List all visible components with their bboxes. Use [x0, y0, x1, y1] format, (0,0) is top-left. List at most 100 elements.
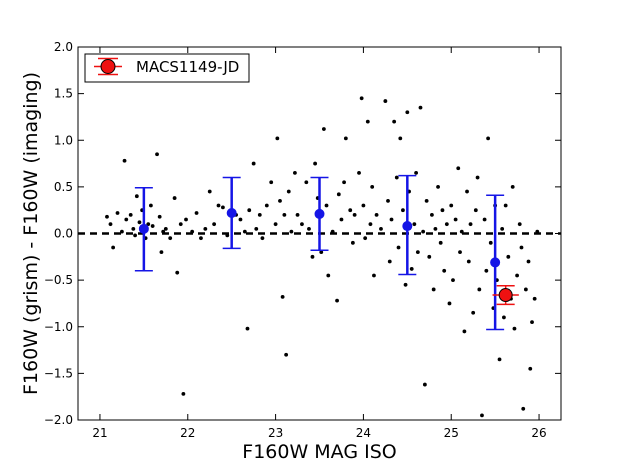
data-point	[433, 226, 438, 231]
data-point	[394, 175, 399, 180]
data-point	[519, 245, 524, 250]
data-point	[418, 105, 423, 110]
y-tick-label: −1.5	[44, 366, 73, 380]
data-point	[456, 166, 461, 171]
data-point	[137, 220, 142, 225]
data-point	[374, 212, 379, 217]
data-point	[216, 203, 221, 208]
data-point	[335, 298, 339, 303]
data-point	[304, 180, 309, 185]
x-tick-label: 22	[180, 426, 195, 440]
data-point	[486, 136, 491, 141]
data-point	[260, 236, 265, 241]
data-point	[477, 287, 482, 292]
data-point	[134, 194, 139, 199]
data-point	[203, 226, 208, 231]
data-point	[273, 222, 278, 227]
data-point	[148, 203, 153, 208]
data-point	[422, 382, 427, 387]
data-point	[526, 259, 531, 264]
data-point	[412, 222, 417, 227]
data-point	[379, 226, 383, 231]
data-point	[512, 326, 517, 331]
data-point	[336, 192, 341, 197]
data-point	[453, 217, 458, 222]
data-point	[194, 211, 199, 215]
legend: MACS1149-JD	[84, 53, 250, 83]
binned-errorbars	[134, 174, 505, 331]
binned-mean-marker	[138, 223, 149, 234]
data-point	[105, 214, 109, 219]
data-point	[403, 282, 408, 287]
data-point	[430, 212, 434, 217]
x-tick-label: 26	[531, 426, 546, 440]
data-point	[438, 240, 443, 245]
y-tick-label: −0.5	[44, 273, 73, 287]
data-point	[172, 196, 177, 200]
y-tick-label: 0.0	[54, 227, 73, 241]
y-tick-label: 0.5	[54, 180, 73, 194]
data-point	[444, 222, 449, 227]
data-point	[361, 203, 366, 208]
data-point	[155, 152, 159, 157]
data-point	[427, 254, 432, 259]
x-tick-label: 25	[444, 426, 459, 440]
data-point	[352, 212, 357, 217]
data-point	[414, 170, 418, 175]
data-point	[245, 326, 250, 331]
y-tick-label: 1.0	[54, 133, 73, 147]
data-point	[517, 222, 522, 227]
data-point	[458, 250, 462, 255]
data-point	[475, 175, 480, 180]
data-point	[528, 366, 533, 371]
data-point	[289, 229, 294, 234]
data-point	[254, 226, 259, 231]
data-point	[506, 254, 511, 259]
x-axis-label: F160W MAG ISO	[242, 441, 396, 463]
data-point	[257, 212, 262, 217]
data-point	[300, 222, 304, 227]
data-point	[431, 287, 436, 292]
data-point	[122, 158, 127, 163]
data-point	[199, 236, 203, 241]
data-point	[282, 212, 287, 217]
data-point	[515, 273, 519, 278]
data-point	[510, 184, 515, 189]
data-point	[368, 222, 373, 227]
data-point	[207, 189, 212, 194]
binned-mean-marker	[490, 257, 501, 268]
data-point	[392, 119, 397, 124]
data-point	[500, 226, 505, 231]
data-point	[466, 259, 471, 264]
data-point	[532, 296, 537, 301]
data-point	[178, 222, 183, 227]
data-point	[465, 189, 469, 194]
data-point	[275, 136, 280, 141]
binned-mean-marker	[314, 208, 325, 219]
data-point	[319, 250, 324, 255]
data-point	[269, 180, 274, 185]
data-point	[370, 184, 375, 189]
data-point	[157, 214, 162, 219]
data-point	[488, 240, 493, 245]
data-point	[313, 161, 318, 166]
scatter-points	[105, 96, 540, 418]
data-point	[482, 217, 487, 222]
data-point	[421, 229, 426, 234]
data-point	[242, 229, 247, 234]
data-point	[503, 203, 508, 208]
y-tick-label: −2.0	[44, 413, 73, 427]
binned-mean-marker	[226, 207, 237, 218]
data-point	[372, 273, 376, 278]
legend-label: MACS1149-JD	[136, 58, 239, 76]
data-point	[212, 222, 217, 227]
data-point	[409, 267, 414, 271]
x-tick-label: 21	[92, 426, 107, 440]
data-point	[484, 268, 489, 273]
data-point	[389, 217, 394, 222]
data-point	[181, 391, 186, 396]
axis-ticks: 21 22 23 24 25 26 2.0 1.5 1.0 0.5 0.0 −0.5 −1.0 −1.5 −…	[44, 40, 561, 440]
data-point	[523, 287, 528, 292]
y-tick-label: −1.0	[44, 320, 73, 334]
x-tick-label: 24	[356, 426, 371, 440]
